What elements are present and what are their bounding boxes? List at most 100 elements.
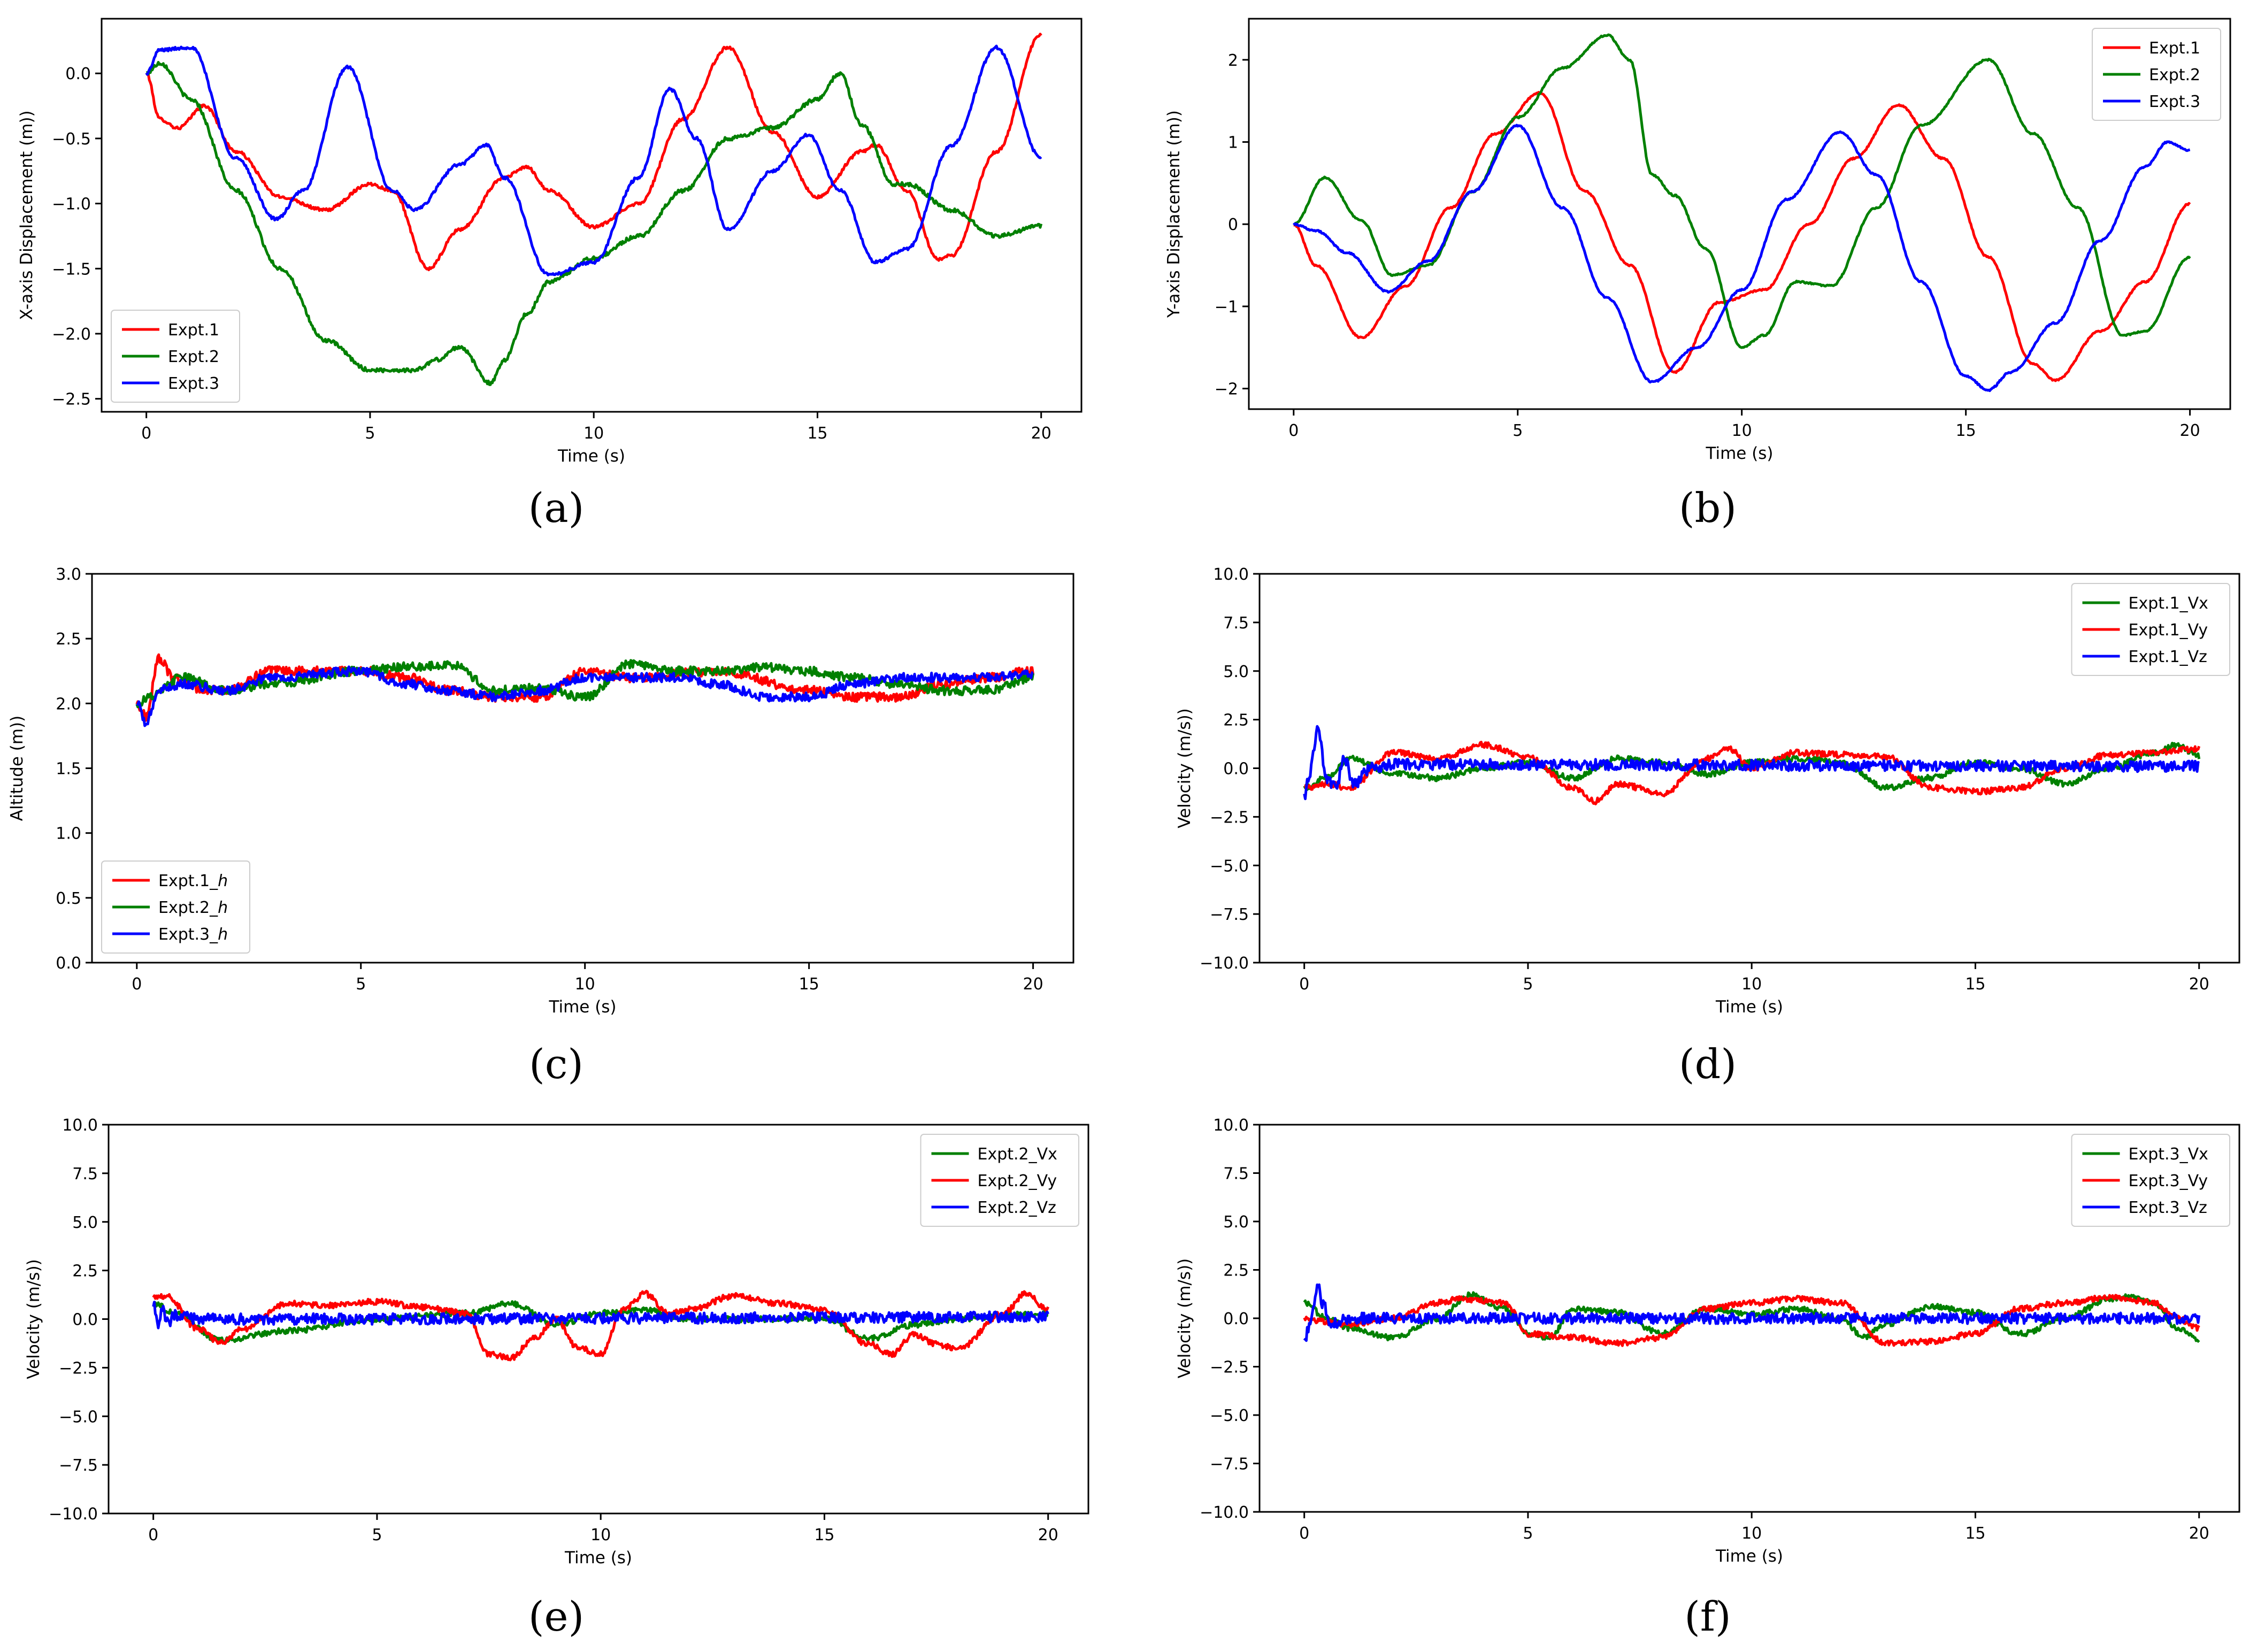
series-line-expt-1-vy [1304, 741, 2201, 805]
series-line-expt-3-vz [1303, 1283, 2201, 1342]
y-tick-label: 2 [1228, 51, 1238, 70]
chart-e: 0 5 10 15 20 10.0 7.5 5.0 2.5 0.0 −2.5 −5.0 −7.5 −10.… [24, 1116, 1089, 1568]
x-tick-label: 10 [590, 1526, 611, 1545]
x-tick-label: 15 [1965, 975, 1985, 994]
y-tick-label: −1.5 [52, 260, 91, 279]
y-tick-label: −2.5 [1210, 1358, 1249, 1377]
legend-label: Expt.1 [2149, 39, 2200, 58]
y-tick-label: −7.5 [59, 1456, 98, 1475]
y-tick-label: −10.0 [1200, 954, 1249, 973]
y-axis-label: Velocity (m/s)) [24, 1259, 43, 1379]
x-axis-label: Time (s) [1715, 997, 1783, 1017]
y-tick-label: 10.0 [1213, 565, 1249, 584]
x-tick-label: 15 [807, 424, 827, 443]
axes-frame [101, 18, 1083, 413]
x-axis-label: Time (s) [548, 997, 616, 1017]
x-tick-label: 10 [1732, 421, 1752, 440]
x-tick-label: 5 [1513, 421, 1523, 440]
legend-label: Expt.2_Vx [978, 1145, 1057, 1164]
y-tick-label: 5.0 [1223, 1213, 1249, 1232]
y-axis-label: Altitude (m)) [7, 716, 27, 821]
legend-label: Expt.1_Vx [2129, 594, 2208, 613]
y-tick-label: −1.0 [52, 195, 91, 214]
chart-c: 0 5 10 15 20 3.0 2.5 2.0 1.5 1.0 0.5 0.0 Time (s) Alt… [7, 565, 1074, 1017]
y-tick-label: 2.5 [1223, 711, 1249, 730]
y-tick-label: 1 [1228, 134, 1238, 152]
y-tick-label: −2.5 [1210, 808, 1249, 827]
legend-label: Expt.1_Vy [2129, 621, 2208, 640]
x-tick-label: 0 [1299, 1524, 1309, 1543]
y-tick-label: 5.0 [1223, 663, 1249, 681]
y-tick-label: −1 [1215, 298, 1238, 317]
x-tick-label: 20 [2189, 1524, 2209, 1543]
legend-label: Expt.2 [2149, 66, 2200, 84]
x-tick-label: 15 [799, 975, 819, 994]
x-tick-label: 0 [132, 975, 142, 994]
y-tick-label: 0 [1228, 216, 1238, 234]
legend-label: Expt.1_h [158, 872, 228, 890]
y-tick-label: 0.0 [56, 954, 81, 973]
y-tick-label: 10.0 [62, 1116, 98, 1135]
y-tick-label: 7.5 [1223, 614, 1249, 633]
y-axis-label: Velocity (m/s)) [1175, 708, 1194, 828]
x-tick-label: 0 [1288, 421, 1299, 440]
y-tick-label: −5.0 [1210, 1407, 1249, 1425]
legend-label: Expt.3_h [158, 925, 228, 944]
x-tick-label: 20 [1023, 975, 1043, 994]
y-tick-label: −10.0 [49, 1505, 98, 1524]
x-tick-label: 15 [1956, 421, 1976, 440]
series-line-expt-2 [145, 60, 1043, 386]
x-tick-label: 15 [814, 1526, 834, 1545]
y-axis-label: Y-axis Displacement (m)) [1164, 110, 1184, 318]
y-tick-label: −2.5 [52, 390, 91, 409]
x-tick-label: 0 [141, 424, 151, 443]
legend: Expt.1 Expt.2 Expt.3 [111, 310, 240, 403]
legend-label: Expt.3_Vy [2129, 1172, 2208, 1190]
legend-box [101, 860, 250, 954]
y-tick-label: 2.5 [56, 630, 81, 649]
legend-label: Expt.1_Vz [2129, 648, 2207, 666]
y-axis-label: Velocity (m/s)) [1175, 1258, 1194, 1379]
series-line-expt-2 [1293, 33, 2191, 349]
series-line-expt-3-vy [1303, 1294, 2200, 1347]
x-tick-label: 10 [1741, 1524, 1762, 1543]
series-line-expt-1 [145, 33, 1042, 272]
panel-label-c: (c) [529, 1040, 584, 1088]
y-tick-label: −5.0 [1210, 857, 1249, 875]
y-tick-label: 0.0 [1223, 1310, 1249, 1328]
series-line-expt-2-vz [152, 1301, 1049, 1330]
series-line-expt-3-h [136, 665, 1034, 727]
legend-label: Expt.2_Vz [978, 1198, 1056, 1217]
panel-label-f: (f) [1684, 1593, 1731, 1640]
y-tick-label: 0.0 [72, 1311, 98, 1330]
y-tick-label: 10.0 [1213, 1116, 1249, 1135]
legend-label: Expt.2 [168, 348, 219, 366]
panel-label-d: (d) [1679, 1040, 1737, 1088]
legend-box [2071, 583, 2230, 676]
y-tick-label: 7.5 [1223, 1165, 1249, 1184]
y-tick-label: −2.0 [52, 325, 91, 344]
panel-label-a: (a) [528, 484, 585, 532]
y-tick-label: 1.0 [56, 825, 81, 843]
panel-label-e: (e) [528, 1593, 585, 1640]
x-tick-label: 5 [1523, 975, 1533, 994]
legend: Expt.1 Expt.2 Expt.3 [2092, 28, 2221, 121]
x-axis-label: Time (s) [1715, 1547, 1783, 1566]
y-tick-label: −5.0 [59, 1408, 98, 1426]
y-tick-label: −7.5 [1210, 905, 1249, 924]
series-line-expt-2-vy [152, 1289, 1049, 1362]
legend-label: Expt.3_Vz [2129, 1198, 2207, 1217]
x-tick-label: 20 [1038, 1526, 1058, 1545]
legend-label: Expt.2_h [158, 898, 228, 917]
series-line-expt-3 [1292, 124, 2191, 393]
x-tick-label: 10 [575, 975, 595, 994]
y-tick-label: 7.5 [72, 1165, 98, 1184]
legend-label: Expt.3_Vx [2129, 1145, 2208, 1164]
legend: Expt.1_h Expt.2_h Expt.3_h [101, 860, 250, 954]
y-tick-label: 1.5 [56, 760, 81, 779]
legend-box [920, 1134, 1079, 1227]
x-tick-label: 5 [356, 975, 366, 994]
x-tick-label: 0 [1299, 975, 1309, 994]
legend-label: Expt.2_Vy [978, 1172, 1057, 1190]
